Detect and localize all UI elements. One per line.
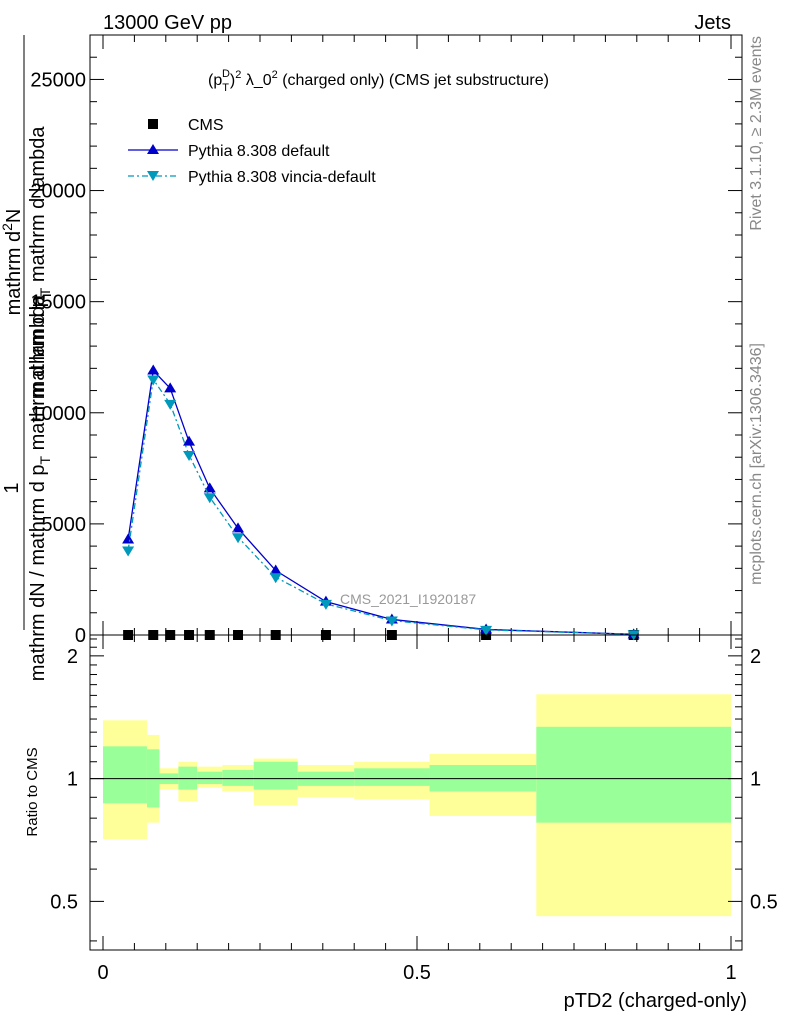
ratio-band-inner	[222, 769, 254, 786]
pythia-default-point	[122, 533, 135, 544]
pythia-vincia-point	[480, 625, 493, 636]
ratio-band-inner	[197, 771, 223, 785]
pythia-default-point	[232, 522, 245, 533]
ratio-bands	[103, 694, 731, 917]
legend-label-vincia: Pythia 8.308 vincia-default	[188, 169, 376, 186]
ratio-band-inner	[354, 768, 430, 786]
main-ytick-label: 10000	[30, 403, 86, 425]
pythia-default-point	[269, 564, 282, 575]
ratio-band-inner	[178, 766, 198, 790]
ratio-ytick-label-right: 2	[750, 646, 761, 668]
energy-label: 13000 GeV pp	[103, 12, 232, 34]
ratio-ytick-label: 0.5	[50, 891, 78, 913]
process-label: Jets	[694, 12, 731, 34]
pythia-vincia-point	[164, 399, 177, 410]
main-ytick-label: 5000	[42, 514, 87, 536]
legend-marker-default	[147, 144, 159, 154]
ratio-ytick-label: 2	[67, 646, 78, 668]
x-axis-label: pTD2 (charged-only)	[564, 990, 747, 1012]
pythia-vincia-point	[232, 533, 245, 544]
ylabel-denominator: mathrm dN / mathrm d pT mathrm d lambda	[27, 294, 53, 681]
main-ytick-label: 0	[75, 625, 86, 647]
legend: CMS Pythia 8.308 default Pythia 8.308 vi…	[128, 117, 376, 186]
ratio-band-inner	[103, 746, 147, 804]
ratio-ytick-label-right: 0.5	[750, 891, 778, 913]
rivet-label: Rivet 3.1.10, ≥ 2.3M events	[748, 36, 765, 231]
pythia-default-point	[203, 482, 216, 493]
ratio-ytick-label: 1	[67, 769, 78, 791]
xtick-label: 0	[97, 962, 108, 984]
ratio-ylabel: Ratio to CMS	[24, 747, 41, 836]
pythia-vincia-point	[319, 599, 332, 610]
ratio-ytick-label-right: 1	[750, 769, 761, 791]
pythia-vincia-point	[183, 451, 196, 461]
mcplots-label: mcplots.cern.ch [arXiv:1306.3436]	[748, 343, 765, 585]
legend-label-cms: CMS	[188, 117, 224, 134]
main-ytick-label: 20000	[30, 181, 86, 203]
main-ylabel: 1 mathrm d2N mathrm d pT mathrm d lambda…	[0, 35, 53, 681]
ratio-panel: 0.5 0.5 1 1 2 2 0 0.5 1 Ratio to CMS pTD2 (charg…	[24, 634, 778, 1012]
ratio-frame	[89, 634, 743, 951]
main-ytick-label: 25000	[30, 69, 86, 91]
ylabel-fraction-bottom: mathrm d pT mathrm d lambda	[27, 126, 53, 398]
main-ytick-label: 15000	[30, 292, 86, 314]
ratio-band-inner	[536, 726, 731, 823]
legend-marker-vincia	[147, 171, 159, 181]
legend-marker-cms	[148, 119, 158, 129]
main-axis-ticks: 0 5000 10000 15000 20000 25000	[30, 34, 742, 647]
pythia-vincia-point	[203, 493, 216, 504]
pythia-default-point	[147, 364, 160, 375]
pythia-vincia-point	[122, 546, 135, 557]
xtick-label: 1	[725, 962, 736, 984]
ratio-axis-ticks: 0.5 0.5 1 1 2 2 0 0.5 1	[50, 635, 778, 984]
pythia-vincia-point	[147, 375, 160, 386]
pythia-vincia-point	[269, 573, 282, 584]
plot-title: (pTD)2 λ_02 (charged only) (CMS jet subs…	[208, 68, 549, 94]
analysis-watermark: CMS_2021_I1920187	[340, 591, 476, 607]
xtick-label: 0.5	[403, 962, 431, 984]
ylabel-one: 1	[1, 482, 23, 493]
legend-label-default: Pythia 8.308 default	[188, 143, 330, 160]
pythia-default-point	[183, 435, 196, 446]
pythia-vincia-point	[385, 616, 398, 627]
ylabel-numerator: mathrm d2N	[0, 209, 25, 316]
pythia-default-point	[164, 382, 177, 393]
ratio-band-inner	[253, 761, 298, 790]
main-panel: 0 5000 10000 15000 20000 25000 (pTD)2 λ_02 (c…	[0, 34, 743, 681]
